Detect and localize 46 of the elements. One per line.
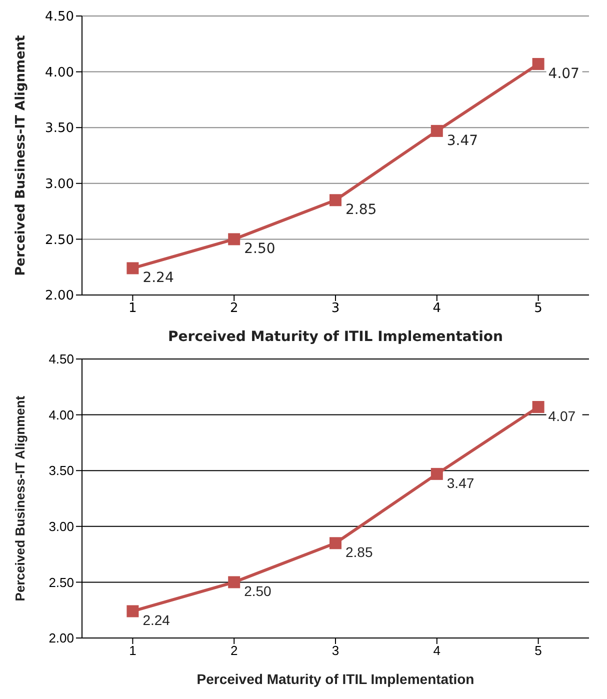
x-tick-label: 4 xyxy=(432,301,442,316)
point xyxy=(330,194,342,206)
y-tick-label: 2.00 xyxy=(45,288,74,304)
y-tick-label: 2.50 xyxy=(45,232,74,248)
y-tick-label: 4.00 xyxy=(45,65,74,80)
x-tick-label: 3 xyxy=(331,301,340,316)
text: 2.24 xyxy=(142,270,174,286)
x-tick-label: 4 xyxy=(433,643,441,658)
point xyxy=(532,400,544,413)
y-tick-label: 4.50 xyxy=(45,10,74,25)
point xyxy=(126,262,139,274)
y-tick-label: 4.00 xyxy=(48,407,74,422)
point xyxy=(126,605,139,618)
text: 3.47 xyxy=(446,132,478,149)
x-axis-title: Perceived Maturity of ITIL Implementation xyxy=(196,671,474,687)
x-tick-label: 1 xyxy=(129,643,136,658)
y-tick-label: 2.00 xyxy=(48,630,74,646)
x-tick-label: 5 xyxy=(534,301,542,316)
y-axis-title: Perceived Business-IT Alignment xyxy=(12,395,28,602)
point xyxy=(228,576,240,588)
text: 2.50 xyxy=(244,241,276,258)
point xyxy=(532,58,544,70)
text: 3.47 xyxy=(446,474,474,491)
x-tick-label: 2 xyxy=(230,301,238,316)
text: 2.85 xyxy=(346,202,377,218)
x-tick-label: 1 xyxy=(128,301,137,316)
text: 2.24 xyxy=(142,612,170,628)
x-tick-label: 3 xyxy=(332,643,340,658)
text: 4.07 xyxy=(548,66,580,82)
point xyxy=(430,468,443,480)
x-tick-label: 5 xyxy=(534,643,542,658)
x-axis-title: Perceived Maturity of ITIL Implementation xyxy=(168,329,503,345)
y-tick-label: 3.50 xyxy=(48,463,74,478)
point xyxy=(330,537,342,550)
text: 2.85 xyxy=(346,544,373,560)
x-tick-label: 2 xyxy=(230,643,238,658)
y-tick-label: 2.50 xyxy=(48,574,74,590)
y-tick-label: 4.50 xyxy=(48,352,74,367)
y-tick-label: 3.00 xyxy=(45,177,74,192)
text: 4.07 xyxy=(548,408,576,424)
text: 2.50 xyxy=(244,583,272,600)
y-tick-label: 3.50 xyxy=(45,121,74,136)
y-tick-label: 3.00 xyxy=(48,519,74,534)
y-axis-title: Perceived Business-IT Alignment xyxy=(14,35,29,276)
point xyxy=(228,233,240,246)
point xyxy=(430,124,443,137)
